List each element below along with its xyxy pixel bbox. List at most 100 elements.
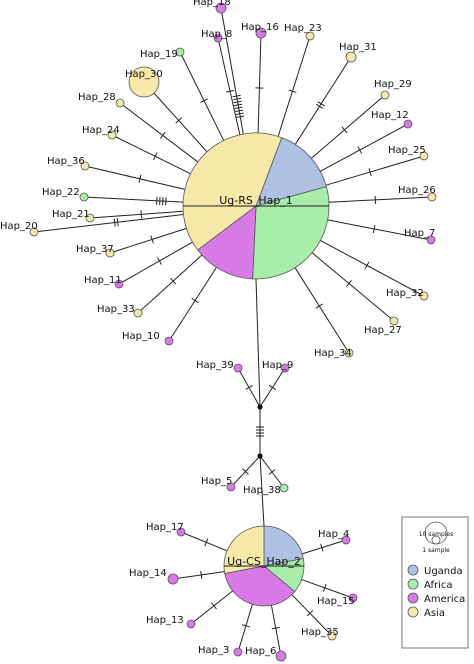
- hap-11-edge: [118, 241, 193, 285]
- hap-14-node: [167, 573, 179, 585]
- hap-39-label: Hap_39: [196, 360, 234, 371]
- hap-30-edge: [143, 81, 208, 153]
- hap-21-node: [85, 213, 95, 223]
- hap-6-mutation-tick: [271, 626, 280, 630]
- hap-17-node: [176, 527, 186, 537]
- hap-19-label: Hap_19: [140, 49, 178, 60]
- hap-35-label: Hap_35: [301, 627, 339, 638]
- hap-26-label: Hap_26: [398, 185, 436, 196]
- hap-27-node: [389, 316, 399, 326]
- hap-21-label: Hap_21: [52, 209, 90, 220]
- hap-12-label: Hap_12: [371, 110, 409, 121]
- hap-18-mutation-tick: [232, 94, 241, 98]
- hap-7-node: [426, 235, 436, 245]
- hap-20-mutation-tick: [116, 218, 119, 227]
- hap-18-edge: [220, 7, 244, 135]
- median-vector-node: [257, 404, 263, 410]
- network-nodes: [29, 2, 437, 662]
- hap-20-label: Hap_20: [0, 221, 38, 232]
- hap-37-mutation-tick: [150, 235, 154, 244]
- hap-20-mutation-tick: [113, 218, 116, 227]
- hap-4-edge: [301, 539, 347, 555]
- hap-15-mutation-tick: [322, 583, 327, 592]
- hap-39-node: [233, 363, 243, 373]
- hap-11-node: [114, 279, 124, 289]
- hap-5-label: Hap_5: [201, 476, 232, 487]
- hap-1-slice-asia: [182, 132, 283, 251]
- hap-29-label: Hap_29: [374, 79, 412, 90]
- hap-28-label: Hap_28: [78, 92, 116, 103]
- hap-28-node: [115, 98, 125, 108]
- hap-38-mutation-tick: [268, 469, 276, 475]
- hap-32-label: Hap_32: [386, 288, 424, 299]
- hap-18-mutation-tick: [236, 115, 245, 118]
- hap-7-edge: [327, 219, 432, 241]
- hap-10-mutation-tick: [191, 297, 199, 304]
- legend: 10 samples 1 sample Uganda Africa America A…: [401, 516, 469, 649]
- legend-scale-large-label: 10 samples: [419, 531, 453, 538]
- hap-18-mutation-tick: [233, 97, 242, 101]
- hap-22-label: Hap_22: [42, 187, 80, 198]
- hap-6-label: Hap_6: [245, 646, 276, 657]
- hap-2-hub-label: Ug-CS_Hap_2: [227, 555, 301, 568]
- hap-35-node: [327, 631, 337, 641]
- hap-17-label: Hap_17: [146, 522, 184, 533]
- hap-4-mutation-tick: [320, 543, 324, 552]
- hap-9-label: Hap_9: [262, 360, 293, 371]
- hap-29-edge: [311, 94, 386, 159]
- hap-15-edge: [301, 579, 354, 599]
- hap-39-mutation-tick: [245, 385, 253, 390]
- legend-label-africa: Africa: [424, 580, 453, 591]
- hap-28-mutation-tick: [159, 131, 166, 139]
- hap-21-edge: [89, 210, 184, 219]
- bridge-edge: [255, 278, 261, 408]
- hap-2-slice-uganda: [263, 525, 304, 567]
- hap-37-edge: [109, 227, 187, 254]
- hap-17-mutation-tick: [204, 538, 209, 547]
- hap-28-edge: [119, 102, 199, 163]
- hap-38-node: [279, 483, 289, 493]
- hap-15-label: Hap_15: [317, 596, 355, 607]
- hap-33-label: Hap_33: [97, 304, 135, 315]
- hap-10-label: Hap_10: [122, 331, 160, 342]
- hap-34-edge: [294, 267, 350, 354]
- hap-11-label: Hap_11: [84, 275, 122, 286]
- hap-24-node: [107, 130, 117, 140]
- hap-20-edge: [33, 213, 184, 233]
- hap-32-node: [419, 291, 429, 301]
- hap-27-label: Hap_27: [364, 325, 402, 336]
- hap-1-slice-africa: [252, 186, 330, 280]
- hap-8-edge: [217, 37, 241, 135]
- hap-22-edge: [83, 196, 184, 203]
- hap-34-mutation-tick: [315, 303, 323, 309]
- hap-18-mutation-tick: [234, 106, 243, 110]
- legend-scale-small-circle: [431, 535, 441, 545]
- hap-31-mutation-tick: [317, 101, 325, 107]
- hap-35-edge: [291, 594, 333, 637]
- hap-3-node: [233, 647, 243, 657]
- hap-22-node: [79, 192, 89, 202]
- hap-14-label: Hap_14: [129, 568, 167, 579]
- hap-13-label: Hap_13: [146, 615, 184, 626]
- hap-30-label: Hap_30: [125, 69, 163, 80]
- hap-31-edge: [294, 56, 352, 145]
- hap-27-mutation-tick: [345, 280, 352, 287]
- hap-11-mutation-tick: [157, 257, 162, 265]
- hap-32-edge: [320, 240, 425, 297]
- hap-13-edge: [190, 590, 233, 625]
- hap-4-node: [341, 535, 351, 545]
- hap-26-node: [427, 192, 437, 202]
- hap-16-edge: [257, 32, 262, 134]
- hap-1-slice-uganda: [255, 137, 327, 207]
- hap-23-mutation-tick: [288, 89, 297, 93]
- hap-25-mutation-tick: [368, 168, 372, 177]
- hap-33-node: [133, 308, 143, 318]
- hap-37-node: [105, 248, 115, 258]
- hap-8-label: Hap_8: [201, 29, 232, 40]
- legend-label-america: America: [424, 594, 465, 605]
- hap-25-node: [419, 151, 429, 161]
- hap-5-node: [226, 482, 236, 492]
- legend-label-asia: Asia: [424, 608, 445, 619]
- legend-scale-small-label: 1 sample: [422, 547, 450, 554]
